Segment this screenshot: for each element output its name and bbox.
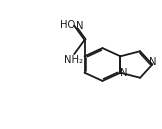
Text: NH₂: NH₂ xyxy=(64,55,83,65)
Text: N: N xyxy=(76,21,84,31)
Text: HO: HO xyxy=(60,20,75,30)
Text: N: N xyxy=(120,68,127,78)
Text: N: N xyxy=(149,57,156,67)
